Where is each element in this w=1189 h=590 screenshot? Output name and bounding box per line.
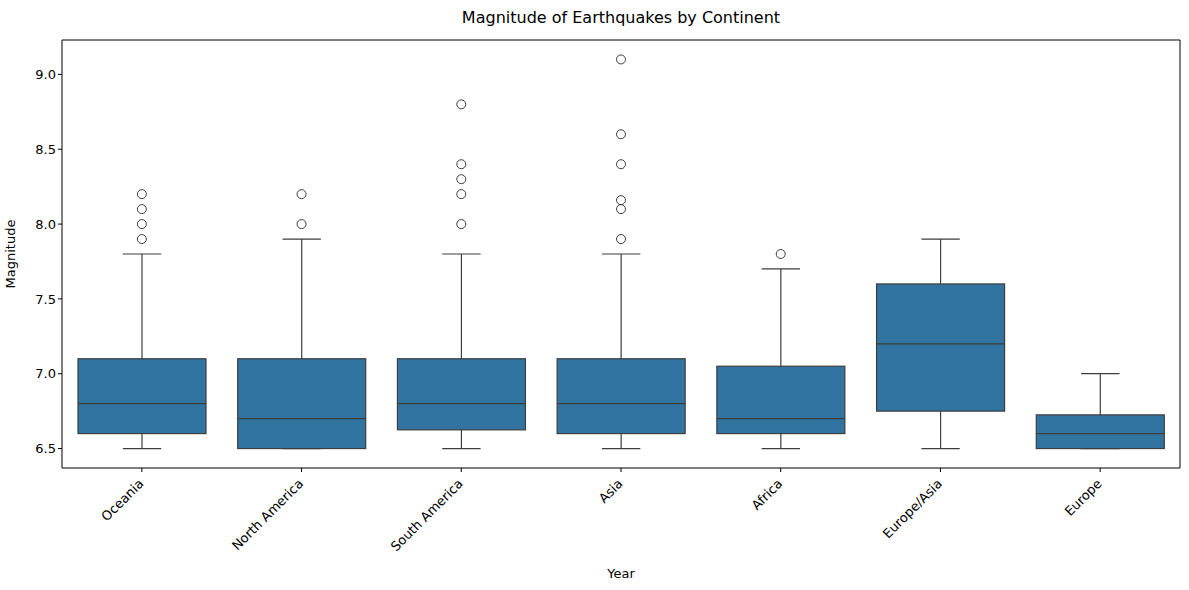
- svg-text:North America: North America: [229, 476, 306, 553]
- html-text:Magnitude of Earthquakes by Co: Magnitude of Earthquakes by Continent: [461, 8, 781, 27]
- svg-text:9.0: 9.0: [35, 67, 56, 82]
- svg-text:Africa: Africa: [748, 476, 785, 513]
- svg-text:8.0: 8.0: [35, 217, 56, 232]
- svg-text:Europe: Europe: [1062, 476, 1105, 519]
- svg-text:7.0: 7.0: [35, 366, 56, 381]
- svg-text:Oceania: Oceania: [98, 476, 146, 524]
- svg-text:6.5: 6.5: [35, 441, 56, 456]
- svg-text:South America: South America: [388, 476, 466, 554]
- svg-text:7.5: 7.5: [35, 292, 56, 307]
- svg-text:Year: Year: [606, 566, 635, 581]
- svg-text:8.5: 8.5: [35, 142, 56, 157]
- svg-text:Magnitude: Magnitude: [8, 220, 18, 289]
- svg-text:Asia: Asia: [596, 476, 626, 506]
- svg-text:Europe/Asia: Europe/Asia: [880, 476, 945, 541]
